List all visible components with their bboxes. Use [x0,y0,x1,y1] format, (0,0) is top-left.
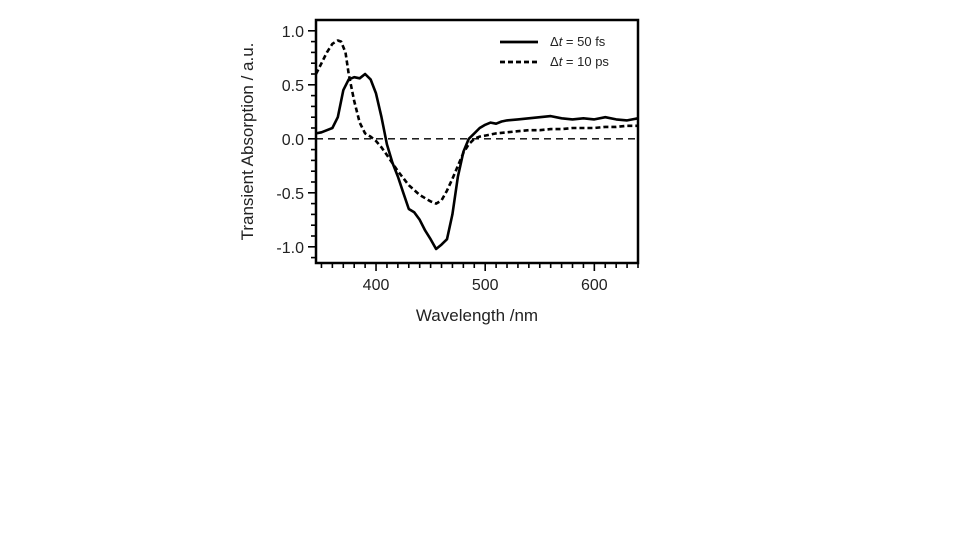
series-layer [314,39,639,251]
y-tick-label: 0.5 [282,78,304,95]
series-line-1 [315,72,639,251]
legend-entry-1: Δt = 50 fs [550,34,606,49]
legend: Δt = 50 fs Δt = 10 ps [500,34,609,69]
plot-frame [314,18,640,265]
x-tick-label: 400 [363,277,390,294]
y-tick-label: 0.0 [282,132,304,149]
y-tick-label: -1.0 [276,240,304,257]
axes-layer: 400 500 600 1.0 0.5 0.0 -0.5 -1.0 [276,18,640,294]
y-tick-label: 1.0 [282,24,304,41]
legend-entry-2: Δt = 10 ps [550,54,609,69]
x-axis-label: Wavelength /nm [416,306,538,325]
y-tick-label: -0.5 [276,186,304,203]
y-axis-label: Transient Absorption / a.u. [238,43,257,241]
series-line-2 [314,39,638,205]
x-tick-label: 500 [472,277,499,294]
x-tick-label: 600 [581,277,608,294]
